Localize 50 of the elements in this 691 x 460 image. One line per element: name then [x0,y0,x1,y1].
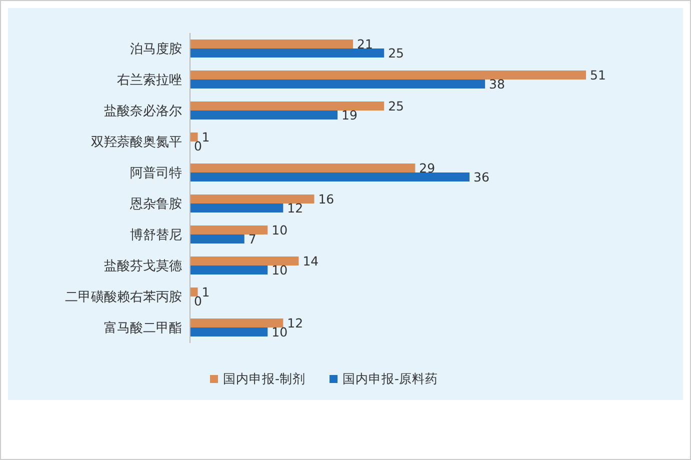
bar [190,266,268,274]
bar [190,164,416,172]
bar [190,172,470,182]
data-label: 12 [287,316,304,330]
bar [190,194,314,204]
y-tick-label: 泊马度胺 [130,41,182,57]
bar [190,102,384,110]
y-tick-label: 双羟萘酸奥氮平 [91,135,182,150]
y-tick-label: 右兰索拉唑 [117,73,182,88]
bar [190,110,338,120]
data-label: 1 [202,130,210,144]
data-label: 36 [474,170,490,184]
y-tick-label: 恩杂鲁胺 [129,197,182,212]
y-tick-label: 阿普司特 [130,165,182,181]
data-label: 21 [357,36,373,52]
y-tick-label: 博舒替尼 [130,228,182,243]
bar [190,48,384,58]
y-tick-label: 富马酸二甲酯 [104,320,182,336]
data-label: 14 [302,254,319,268]
bar [190,80,486,88]
bar [190,204,284,212]
data-label: 25 [388,46,404,60]
bar [190,328,268,336]
bar [190,226,268,234]
legend-label: 国内申报-制剂 [223,371,306,386]
data-label: 51 [590,68,606,82]
data-label: 12 [287,200,304,216]
data-label: 10 [272,324,288,340]
data-label: 29 [419,160,436,176]
y-tick-label: 二甲磺酸赖右苯丙胺 [65,290,182,305]
data-label: 0 [194,138,202,154]
bar [190,40,354,48]
bar [190,70,586,80]
data-label: 10 [272,222,288,238]
data-label: 0 [194,294,202,308]
y-tick-label: 盐酸奈必洛尔 [104,104,182,119]
bar [190,132,198,142]
data-label: 16 [318,192,334,206]
data-label: 7 [248,232,256,246]
data-label: 19 [342,108,358,122]
data-label: 38 [489,76,506,92]
bar [190,288,198,296]
y-tick-label: 盐酸芬戈莫德 [104,259,182,274]
bar [190,256,299,266]
bar [190,318,284,328]
data-label: 10 [272,262,288,278]
legend-label: 国内申报-原料药 [342,371,438,386]
bar [190,234,244,244]
data-label: 25 [388,98,404,114]
data-label: 1 [202,284,210,300]
